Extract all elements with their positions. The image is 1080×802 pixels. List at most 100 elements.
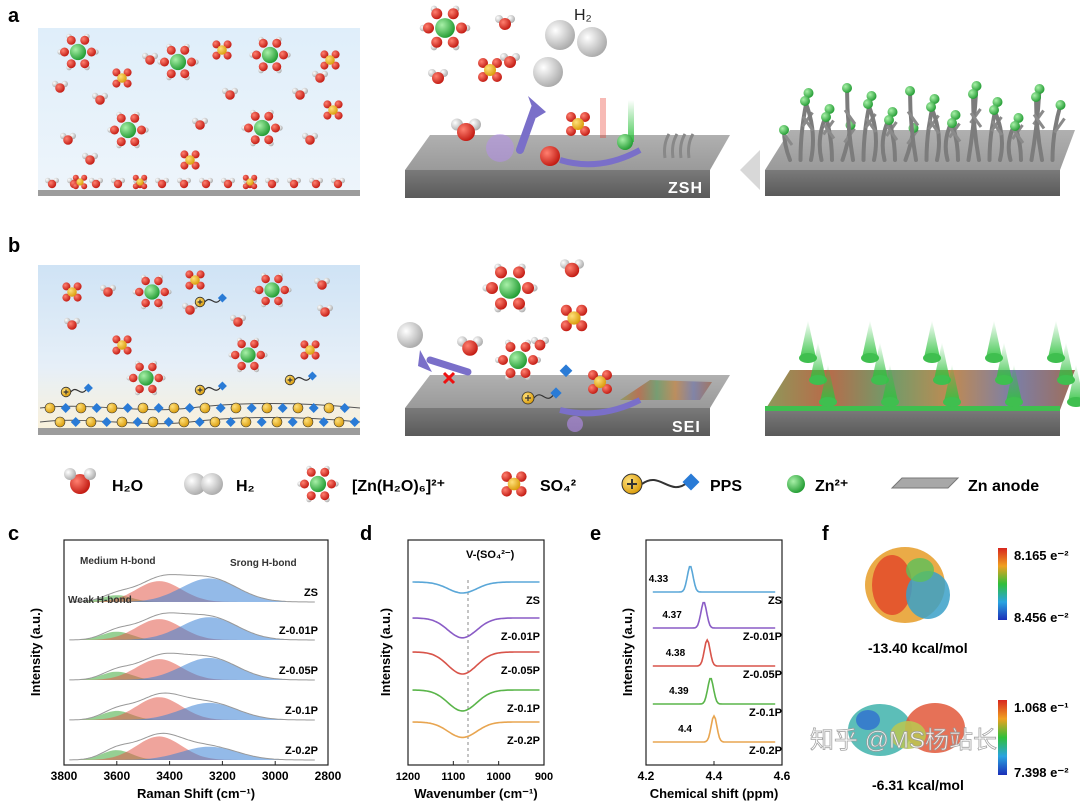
pps-layer-head	[168, 402, 180, 414]
nmr-peak-value: 4.39	[669, 686, 689, 697]
zn-dendrite-tip	[992, 97, 1003, 107]
ann-medium-hbond: Medium H-bond	[80, 556, 156, 567]
esp-bottom-max: 1.068 e⁻¹	[1014, 700, 1069, 715]
zn-dendrite-tip	[947, 118, 957, 128]
panel-label-d: d	[360, 523, 372, 545]
water-molecule	[320, 307, 330, 317]
ftir-xlabel: Wavenumber (cm⁻¹)	[414, 786, 537, 801]
ftir-spectrum	[412, 689, 540, 712]
panel-a-mid-molecules	[419, 5, 695, 168]
sulfate-ion	[76, 178, 84, 186]
nmr-peak	[652, 601, 776, 629]
nmr-peak-value: 4.38	[666, 648, 686, 659]
legend-zn-ion-label: Zn²⁺	[815, 478, 848, 495]
sulfate-ion	[117, 340, 127, 350]
raman-tick-label: 3800	[51, 769, 78, 783]
raman-tick-label: 3400	[156, 769, 183, 783]
nmr-peak-value: 4.33	[649, 574, 669, 585]
raman-component-peak	[69, 736, 315, 760]
zn-deposit	[799, 353, 817, 363]
legend-h2: H₂	[184, 473, 255, 495]
zn-dendrite-tip	[950, 110, 961, 120]
zn-hydrate-complex	[435, 18, 455, 38]
sei-label: SEI	[672, 419, 701, 436]
raman-envelope	[69, 732, 315, 761]
zn-dendrite-tip	[842, 83, 852, 93]
nmr-sample-label: Z-0.1P	[749, 707, 782, 719]
nmr-sample-label: ZS	[768, 595, 782, 607]
water-molecule	[233, 317, 243, 327]
sulfate-ion	[185, 155, 195, 165]
ann-strong-hbond: Srong H-bond	[230, 558, 297, 569]
sulfate-ion	[305, 345, 315, 355]
h2-molecule-icon	[184, 473, 206, 495]
water-molecule	[47, 179, 57, 189]
zn-dendrite-tip	[821, 112, 831, 122]
ftir-sample-label: Z-0.05P	[501, 665, 540, 677]
legend-h2o-label: H₂O	[112, 478, 143, 495]
pps-layer-head	[230, 402, 242, 414]
pps-layer-head	[116, 416, 128, 428]
zn-dendrite-tip	[866, 91, 877, 101]
ftir-sample-label: ZS	[526, 595, 540, 607]
blocked-icon	[442, 371, 456, 385]
pps-layer-head	[199, 402, 211, 414]
zn-dendrite-tip	[863, 99, 873, 109]
zn-deposit	[1047, 353, 1065, 363]
raman-component-peak	[69, 659, 315, 680]
panel-label-f: f	[822, 523, 829, 545]
zn-hydrate-complex	[253, 119, 271, 137]
uniform-zn-deposits	[799, 320, 1080, 407]
raman-envelope	[69, 612, 315, 641]
h2-bubble	[545, 20, 575, 50]
nmr-chart: 4.33 ZS 4.37 Z-0.01P 4.38 Z-0.05P 4.39 Z-0.1P 4.…	[620, 539, 791, 801]
sulfate-ion	[507, 477, 521, 491]
zn-dendrite-tip	[803, 88, 814, 98]
panel-b-suppressed-her: SEI	[397, 259, 730, 436]
zn-deposit	[881, 397, 899, 407]
nmr-sample-label: Z-0.05P	[743, 669, 782, 681]
water-molecule	[195, 120, 205, 130]
panel-a-progress-arrow	[740, 150, 760, 190]
legend-h2-label: H₂	[236, 478, 255, 495]
panel-label-c: c	[8, 523, 19, 545]
water-molecule	[504, 56, 516, 68]
water-molecule	[432, 72, 444, 84]
pps-layer-head	[271, 416, 283, 428]
legend-pps-label: PPS	[710, 478, 742, 495]
water-molecule	[225, 90, 235, 100]
water-molecule	[145, 55, 155, 65]
water-molecule	[534, 339, 546, 351]
nmr-tick-label: 4.2	[638, 769, 655, 783]
raman-component-peak	[69, 697, 315, 720]
legend-zn-complex: [Zn(H₂O)₆]²⁺	[297, 465, 445, 503]
zn-hydrate-complex	[309, 475, 327, 493]
pps-layer-head	[147, 416, 159, 428]
zn-deposit	[985, 353, 1003, 363]
raman-chart: ZS Z-0.01P Z-0.05P Z-0.1P Z-0.2P Intensity (…	[28, 539, 342, 801]
raman-tick-label: 3000	[262, 769, 289, 783]
water-molecule	[499, 18, 511, 30]
nmr-tick-label: 4.4	[706, 769, 723, 783]
sulfate-ion	[67, 287, 77, 297]
panel-b-electrolyte-with-pps	[38, 265, 361, 435]
watermark: 知乎 @MS杨站长	[810, 727, 997, 754]
zn-dendrite-tip	[1013, 113, 1024, 123]
pps-layer-head	[106, 402, 118, 414]
zn-deposit	[1067, 397, 1080, 407]
zn-dendrite-tip	[929, 94, 940, 104]
nmr-sample-label: Z-0.2P	[749, 745, 782, 757]
legend-zn-anode: Zn anode	[890, 477, 1039, 495]
zn-dendrite-tip	[1055, 100, 1066, 110]
h2-bubble	[533, 57, 563, 87]
sulfate-ion	[117, 73, 127, 83]
zn-dendrite-tip	[989, 105, 999, 115]
pps-layer-head	[85, 416, 97, 428]
zn-hydrate-complex	[144, 284, 160, 300]
panel-b-uniform-deposition	[765, 320, 1080, 436]
panel-b-mid-molecules	[397, 259, 642, 432]
zn-dendrite-tip	[1031, 92, 1041, 102]
water-molecule	[564, 262, 580, 278]
zn-dendrite-tip	[800, 96, 810, 106]
zn-deposit	[861, 353, 879, 363]
